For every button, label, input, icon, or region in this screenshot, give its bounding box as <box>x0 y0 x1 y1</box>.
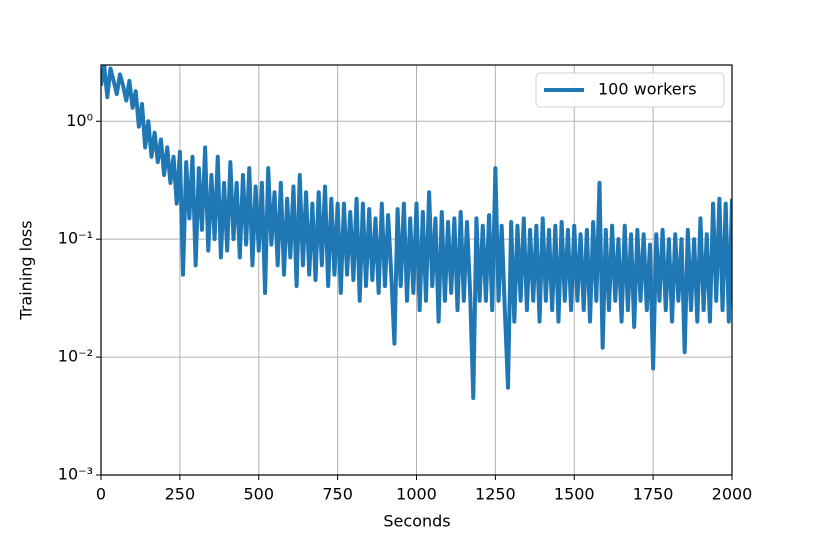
y-tick-label: 10⁰ <box>66 111 93 130</box>
x-tick-label: 1750 <box>633 485 674 504</box>
x-tick-label: 250 <box>165 485 196 504</box>
x-tick-label: 2000 <box>712 485 753 504</box>
y-tick-label: 10⁻² <box>58 347 93 366</box>
y-tick-label: 10⁻³ <box>58 465 93 484</box>
x-tick-label: 1000 <box>396 485 437 504</box>
x-tick-label: 750 <box>322 485 353 504</box>
y-tick-label: 10⁻¹ <box>58 229 93 248</box>
x-tick-label: 1500 <box>554 485 595 504</box>
plot-frame <box>100 64 733 476</box>
legend-label: 100 workers <box>598 80 697 99</box>
y-axis-label: Training loss <box>17 220 36 320</box>
x-axis-label: Seconds <box>383 512 450 531</box>
x-tick-label: 1250 <box>475 485 516 504</box>
data-line <box>101 65 732 400</box>
x-tick-label: 500 <box>243 485 274 504</box>
x-tick-label: 0 <box>96 485 106 504</box>
legend-box <box>535 72 725 108</box>
